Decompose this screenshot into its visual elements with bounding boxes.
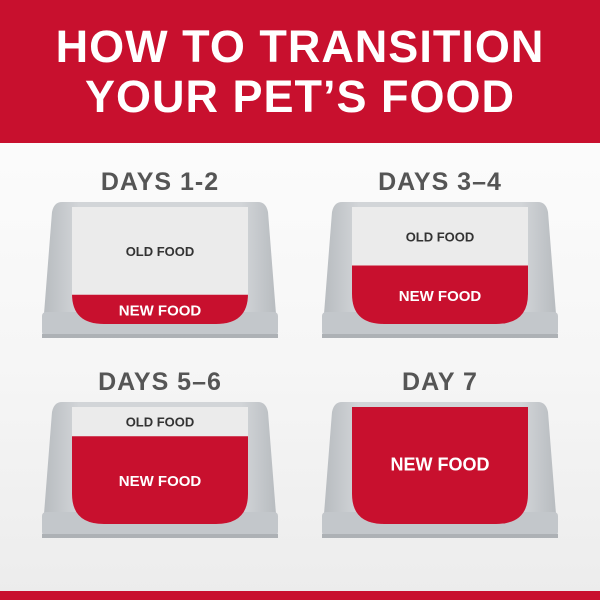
stage-3: DAYS 5–6 OLD FOOD NEW FOOD xyxy=(40,362,280,552)
bowl-icon: NEW FOOD xyxy=(322,402,558,538)
bowl-icon: OLD FOOD NEW FOOD xyxy=(42,202,278,338)
bowl-icon: OLD FOOD NEW FOOD xyxy=(42,402,278,538)
new-food-label: NEW FOOD xyxy=(119,302,202,319)
title-line-2: YOUR PET’S FOOD xyxy=(84,70,516,122)
new-food-label: NEW FOOD xyxy=(399,288,482,305)
old-food-label: OLD FOOD xyxy=(406,229,475,244)
stage-4: DAY 7 NEW FOOD xyxy=(320,362,560,552)
new-food-area xyxy=(72,436,248,524)
old-food-label: OLD FOOD xyxy=(126,244,195,259)
header-banner: HOW TO TRANSITION YOUR PET’S FOOD xyxy=(0,0,600,143)
stage-1: DAYS 1-2 OLD FOOD NEW FOOD xyxy=(40,162,280,352)
stage-title: DAYS 5–6 xyxy=(98,368,222,396)
bowl-icon: OLD FOOD NEW FOOD xyxy=(322,202,558,338)
title-line-1: HOW TO TRANSITION xyxy=(55,20,545,72)
new-food-label: NEW FOOD xyxy=(391,455,490,475)
footer-bar xyxy=(0,591,600,600)
stage-title: DAY 7 xyxy=(402,368,478,396)
new-food-area xyxy=(72,294,248,324)
old-food-label: OLD FOOD xyxy=(126,415,195,430)
stage-title: DAYS 3–4 xyxy=(378,168,502,196)
stage-2: DAYS 3–4 OLD FOOD NEW FOOD xyxy=(320,162,560,352)
new-food-area xyxy=(352,265,528,324)
stage-title: DAYS 1-2 xyxy=(100,168,220,196)
new-food-label: NEW FOOD xyxy=(119,473,202,490)
new-food-area xyxy=(352,407,528,524)
